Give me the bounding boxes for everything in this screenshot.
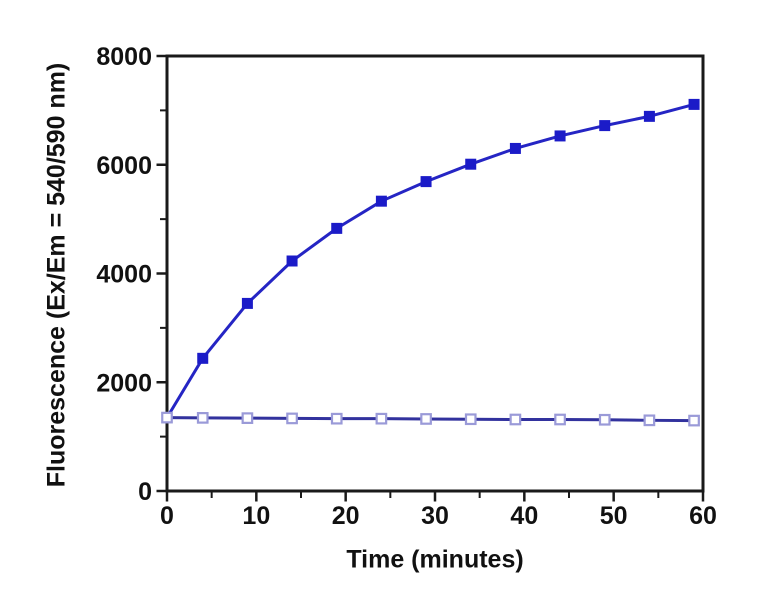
x-tick-label: 30	[421, 502, 449, 530]
marker-open-squares-flat	[375, 412, 388, 425]
x-tick-label: 60	[689, 502, 717, 530]
y-tick-label: 8000	[96, 43, 152, 71]
marker-open-squares-flat	[286, 412, 298, 425]
marker-filled-squares-rising	[286, 255, 298, 267]
marker-filled-squares-rising	[375, 195, 387, 207]
marker-open-squares-flat	[688, 414, 700, 427]
marker-filled-squares-rising	[420, 176, 432, 188]
x-tick-label: 20	[332, 502, 360, 530]
marker-filled-squares-rising	[241, 297, 253, 309]
marker-open-squares-flat	[241, 412, 254, 424]
x-tick-label: 40	[510, 502, 538, 530]
marker-open-squares-flat	[643, 414, 656, 427]
marker-open-squares-flat	[509, 413, 522, 426]
marker-open-squares-flat	[196, 412, 209, 424]
marker-filled-squares-rising	[331, 222, 343, 234]
y-tick-label: 4000	[96, 261, 152, 289]
y-tick-label: 2000	[96, 369, 152, 397]
marker-open-squares-flat	[598, 413, 611, 426]
marker-filled-squares-rising	[688, 98, 700, 110]
marker-filled-squares-rising	[509, 142, 521, 154]
marker-filled-squares-rising	[554, 130, 566, 142]
marker-filled-squares-rising	[197, 352, 209, 364]
marker-filled-squares-rising	[643, 110, 655, 122]
plot-border	[165, 54, 705, 493]
marker-open-squares-flat	[464, 413, 477, 426]
marker-filled-squares-rising	[465, 158, 477, 170]
x-tick-label: 10	[242, 502, 270, 530]
marker-open-squares-flat	[420, 413, 432, 425]
x-axis-title: Time (minutes)	[346, 545, 524, 574]
marker-open-squares-flat	[554, 413, 566, 426]
y-tick-label: 6000	[96, 152, 152, 180]
marker-filled-squares-rising	[599, 120, 611, 132]
y-axis-title: Fluorescence (Ex/Em = 540/590 nm)	[42, 62, 71, 488]
marker-open-squares-flat	[330, 412, 343, 425]
marker-open-squares-flat	[161, 411, 173, 424]
y-tick-label: 0	[138, 478, 152, 506]
x-tick-label: 0	[160, 502, 174, 530]
x-tick-label: 50	[600, 502, 628, 530]
series-line-filled-squares-rising	[165, 102, 695, 419]
